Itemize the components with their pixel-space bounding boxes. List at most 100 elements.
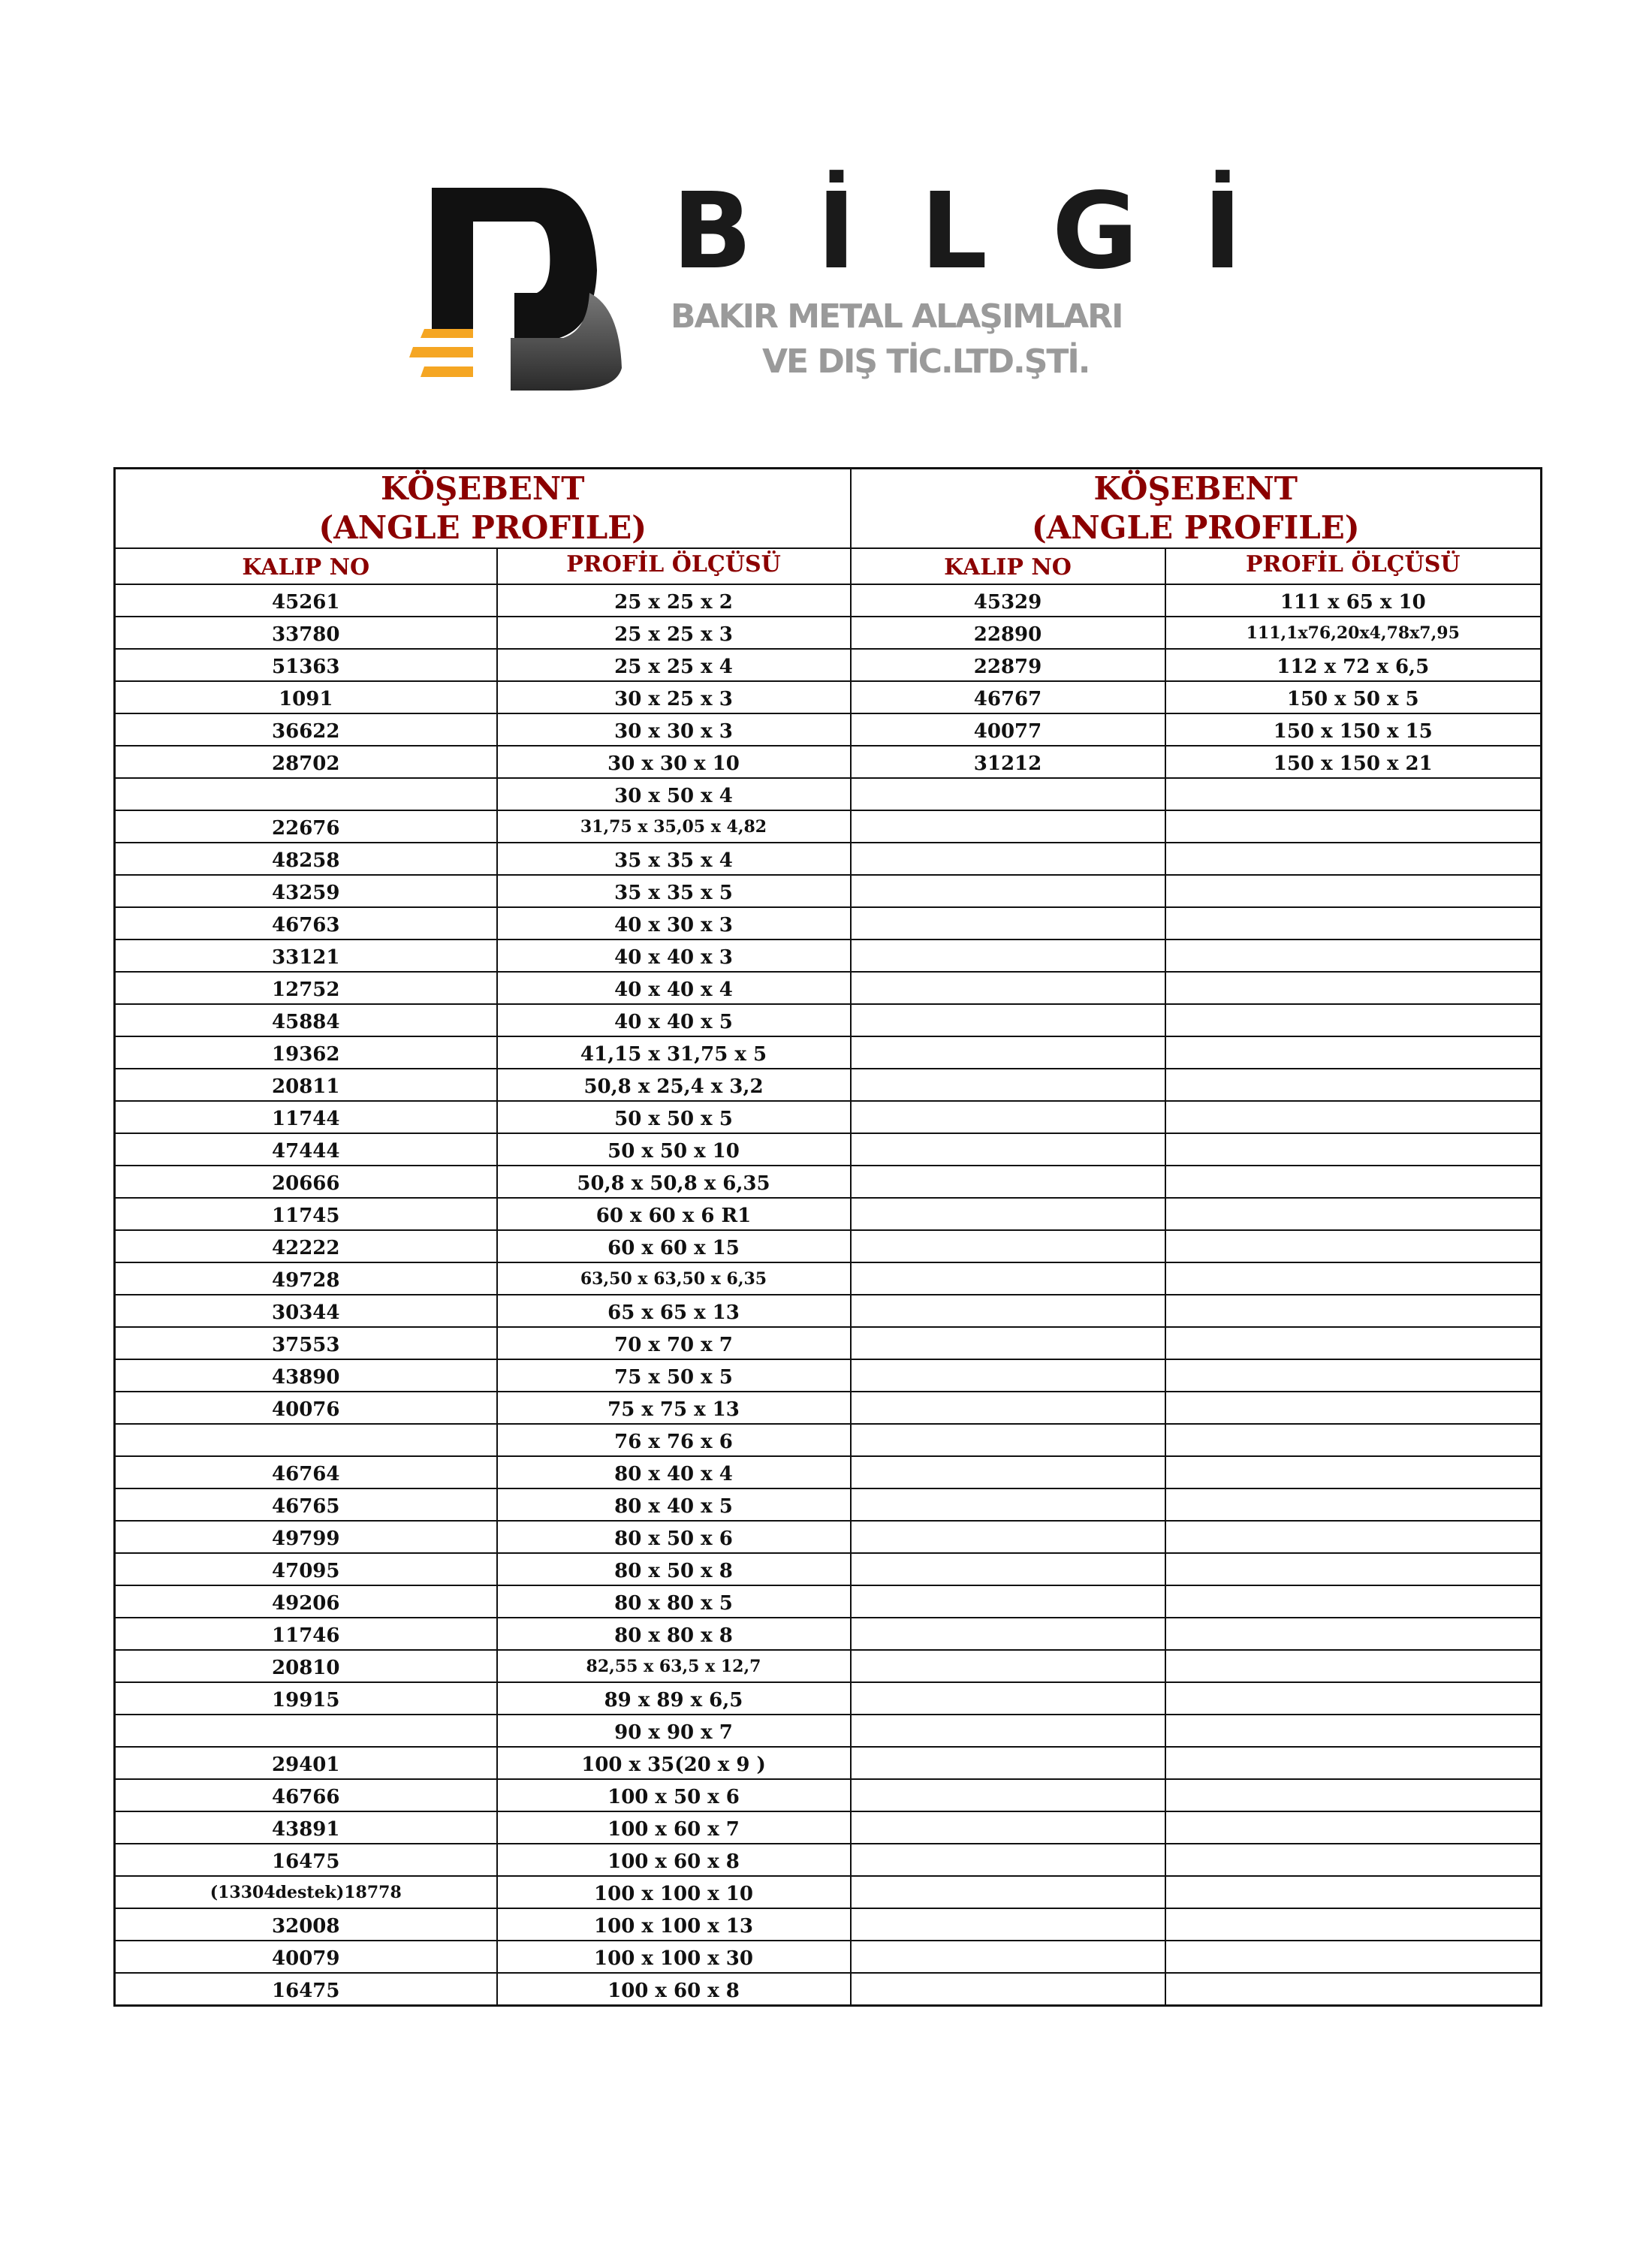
right-kalip-no-cell: 22879 — [849, 648, 1166, 682]
left-kalip-no-cell: 51363 — [113, 648, 498, 682]
right-profil-cell — [1164, 1294, 1542, 1328]
right-profil-cell — [1164, 1423, 1542, 1457]
left-profil-cell: 90 x 90 x 7 — [496, 1714, 852, 1748]
table-row: 90 x 90 x 7 — [113, 1714, 1542, 1748]
right-kalip-no-cell — [849, 1940, 1166, 1974]
right-profil-cell — [1164, 1488, 1542, 1522]
right-profil-cell: 150 x 50 x 5 — [1164, 680, 1542, 714]
table-row: 22676 31,75 x 35,05 x 4,82 — [113, 810, 1542, 843]
table-row: 20810 82,55 x 63,5 x 12,7 — [113, 1649, 1542, 1683]
right-profil-cell — [1164, 1229, 1542, 1263]
left-kalip-no-cell: 30344 — [113, 1294, 498, 1328]
right-kalip-no-cell — [849, 971, 1166, 1005]
right-profil-cell — [1164, 1036, 1542, 1069]
right-kalip-no-cell — [849, 1229, 1166, 1263]
left-kalip-no-cell — [113, 777, 498, 811]
left-kalip-no-cell: 36622 — [113, 713, 498, 746]
table-row: 20811 50,8 x 25,4 x 3,2 — [113, 1068, 1542, 1102]
left-profil-cell: 80 x 80 x 8 — [496, 1617, 852, 1651]
right-kalip-no-cell: 45329 — [849, 584, 1166, 617]
left-profil-cell: 100 x 100 x 30 — [496, 1940, 852, 1974]
left-kalip-no-cell: 47444 — [113, 1133, 498, 1166]
left-kalip-no-cell — [113, 1423, 498, 1457]
right-kalip-no-cell — [849, 1423, 1166, 1457]
table-row: 11746 80 x 80 x 8 — [113, 1617, 1542, 1651]
right-title: KÖŞEBENT (ANGLE PROFILE) — [849, 467, 1542, 549]
right-kalip-no-cell: 22890 — [849, 616, 1166, 650]
left-profil-cell: 25 x 25 x 4 — [496, 648, 852, 682]
left-profil-cell: 35 x 35 x 4 — [496, 842, 852, 876]
right-profil-cell — [1164, 1617, 1542, 1651]
left-kalip-no-cell: 33121 — [113, 939, 498, 973]
left-profil-cell: 50,8 x 25,4 x 3,2 — [496, 1068, 852, 1102]
right-profil-cell — [1164, 1811, 1542, 1844]
left-kalip-no-cell: 48258 — [113, 842, 498, 876]
table-row: 47095 80 x 50 x 8 — [113, 1552, 1542, 1586]
right-profil-cell: 111,1x76,20x4,78x7,95 — [1164, 616, 1542, 650]
left-kalip-no-cell: 32008 — [113, 1908, 498, 1941]
right-kalip-no-cell — [849, 1003, 1166, 1037]
left-profil-cell: 65 x 65 x 13 — [496, 1294, 852, 1328]
table-row: 11745 60 x 60 x 6 R1 — [113, 1197, 1542, 1231]
right-profil-cell — [1164, 1681, 1542, 1715]
left-kalip-no-cell: 12752 — [113, 971, 498, 1005]
right-title-line2: (ANGLE PROFILE) — [1031, 509, 1360, 546]
table-row: 51363 25 x 25 x 4 22879 112 x 72 x 6,5 — [113, 648, 1542, 682]
left-kalip-no-cell: 42222 — [113, 1229, 498, 1263]
right-kalip-no-cell — [849, 1617, 1166, 1651]
title-row: KÖŞEBENT (ANGLE PROFILE) KÖŞEBENT (ANGLE… — [113, 467, 1542, 549]
left-col-kalip-no: KALIP NO — [113, 547, 498, 585]
right-kalip-no-cell — [849, 842, 1166, 876]
right-profil-cell — [1164, 1940, 1542, 1974]
angle-profile-table: KÖŞEBENT (ANGLE PROFILE) KÖŞEBENT (ANGLE… — [113, 467, 1542, 2007]
right-kalip-no-cell — [849, 1133, 1166, 1166]
left-profil-cell: 80 x 50 x 8 — [496, 1552, 852, 1586]
table-row: 28702 30 x 30 x 10 31212 150 x 150 x 21 — [113, 745, 1542, 779]
table-row: 46764 80 x 40 x 4 — [113, 1455, 1542, 1489]
left-kalip-no-cell: 11746 — [113, 1617, 498, 1651]
left-profil-cell: 60 x 60 x 6 R1 — [496, 1197, 852, 1231]
left-kalip-no-cell: 33780 — [113, 616, 498, 650]
left-kalip-no-cell: 46763 — [113, 906, 498, 940]
left-profil-cell: 50,8 x 50,8 x 6,35 — [496, 1165, 852, 1199]
table-row: 29401 100 x 35(20 x 9 ) — [113, 1746, 1542, 1780]
right-kalip-no-cell — [849, 1520, 1166, 1554]
right-kalip-no-cell — [849, 1778, 1166, 1812]
right-kalip-no-cell — [849, 1649, 1166, 1683]
right-profil-cell — [1164, 1455, 1542, 1489]
right-kalip-no-cell — [849, 1294, 1166, 1328]
left-kalip-no-cell: 20811 — [113, 1068, 498, 1102]
left-kalip-no-cell: 11744 — [113, 1100, 498, 1134]
left-kalip-no-cell: 20810 — [113, 1649, 498, 1683]
left-profil-cell: 40 x 40 x 5 — [496, 1003, 852, 1037]
left-profil-cell: 100 x 60 x 8 — [496, 1972, 852, 2007]
table-row: 37553 70 x 70 x 7 — [113, 1326, 1542, 1360]
table-row: 16475 100 x 60 x 8 — [113, 1843, 1542, 1877]
left-kalip-no-cell: 16475 — [113, 1843, 498, 1877]
right-profil-cell — [1164, 1778, 1542, 1812]
left-profil-cell: 60 x 60 x 15 — [496, 1229, 852, 1263]
right-profil-cell — [1164, 1972, 1542, 2007]
right-kalip-no-cell — [849, 1681, 1166, 1715]
left-profil-cell: 30 x 50 x 4 — [496, 777, 852, 811]
right-profil-cell — [1164, 1165, 1542, 1199]
right-kalip-no-cell — [849, 1972, 1166, 2007]
left-kalip-no-cell: 49728 — [113, 1262, 498, 1295]
table-row: 46765 80 x 40 x 5 — [113, 1488, 1542, 1522]
table-row: 42222 60 x 60 x 15 — [113, 1229, 1542, 1263]
table-row: 40079 100 x 100 x 30 — [113, 1940, 1542, 1974]
left-profil-cell: 80 x 40 x 4 — [496, 1455, 852, 1489]
table-row: 16475 100 x 60 x 8 — [113, 1972, 1542, 2007]
right-profil-cell — [1164, 1552, 1542, 1586]
left-profil-cell: 50 x 50 x 5 — [496, 1100, 852, 1134]
right-kalip-no-cell — [849, 1875, 1166, 1909]
table-row: 19915 89 x 89 x 6,5 — [113, 1681, 1542, 1715]
left-profil-cell: 100 x 50 x 6 — [496, 1778, 852, 1812]
right-profil-cell — [1164, 1520, 1542, 1554]
left-kalip-no-cell: 46766 — [113, 1778, 498, 1812]
right-kalip-no-cell — [849, 1197, 1166, 1231]
right-profil-cell — [1164, 1875, 1542, 1909]
right-kalip-no-cell — [849, 1455, 1166, 1489]
right-profil-cell — [1164, 1585, 1542, 1618]
right-kalip-no-cell: 40077 — [849, 713, 1166, 746]
